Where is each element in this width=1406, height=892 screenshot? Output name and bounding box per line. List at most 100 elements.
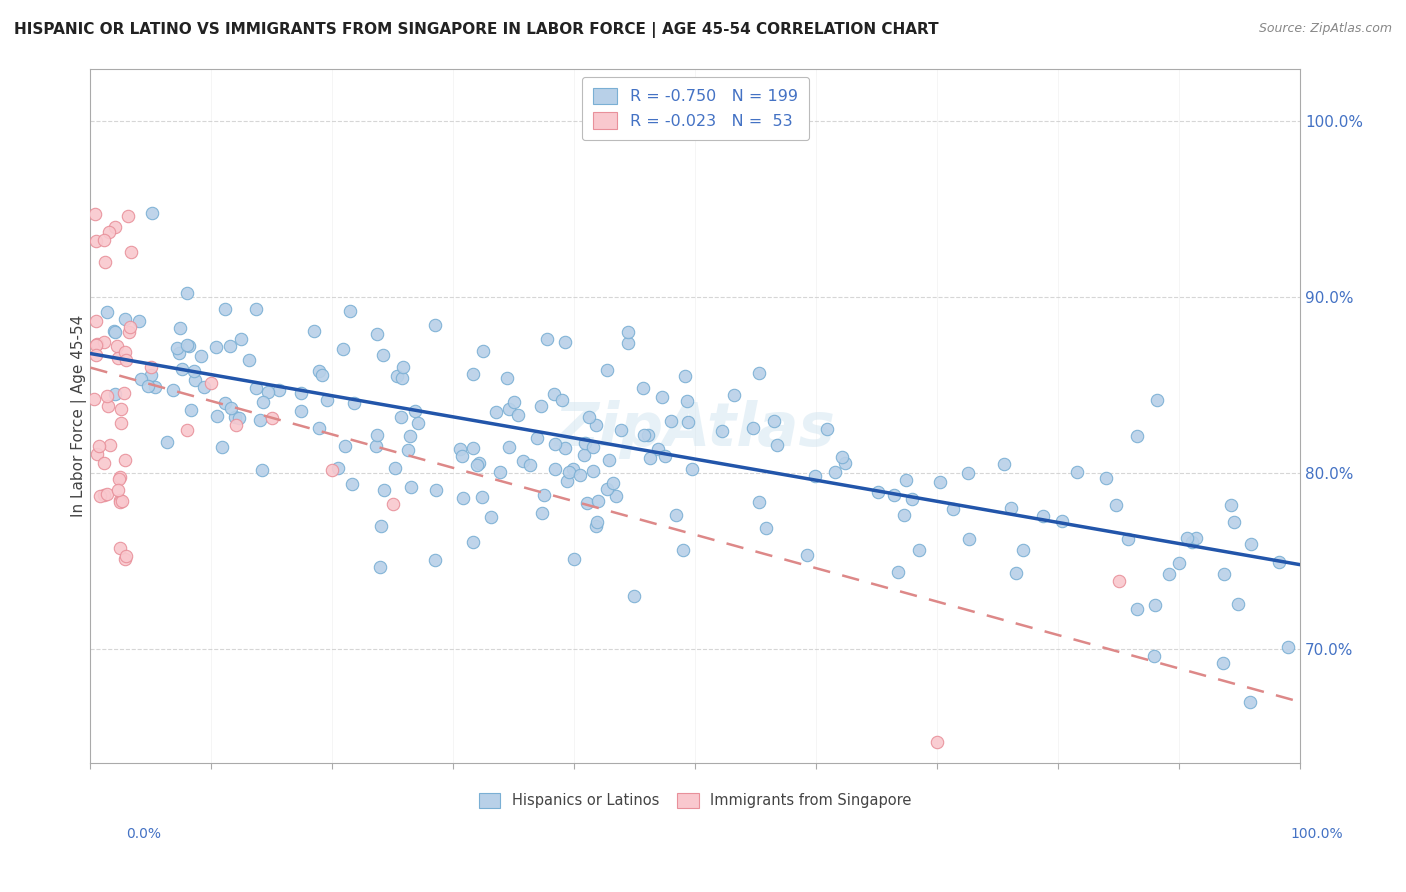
- Point: [651, 390, 673, 404]
- Point: [84, 207, 107, 221]
- Point: [108, 472, 131, 486]
- Point: [815, 422, 838, 436]
- Point: [224, 409, 246, 424]
- Point: [929, 475, 952, 489]
- Text: Source: ZipAtlas.com: Source: ZipAtlas.com: [1258, 22, 1392, 36]
- Point: [308, 363, 330, 377]
- Point: [609, 423, 631, 437]
- Point: [204, 340, 226, 354]
- Point: [1126, 429, 1149, 443]
- Point: [96, 389, 118, 403]
- Point: [252, 463, 274, 477]
- Point: [245, 381, 267, 395]
- Point: [104, 219, 127, 234]
- Point: [225, 418, 247, 433]
- Point: [449, 442, 471, 456]
- Point: [1175, 531, 1198, 545]
- Point: [519, 458, 541, 472]
- Point: [596, 363, 619, 377]
- Point: [381, 497, 404, 511]
- Point: [616, 325, 638, 339]
- Point: [218, 339, 240, 353]
- Point: [184, 373, 207, 387]
- Point: [136, 378, 159, 392]
- Point: [114, 312, 136, 326]
- Point: [748, 495, 770, 509]
- Point: [471, 490, 494, 504]
- Point: [485, 405, 508, 419]
- Point: [304, 324, 326, 338]
- Point: [633, 427, 655, 442]
- Point: [267, 383, 290, 397]
- Point: [110, 494, 132, 508]
- Point: [177, 339, 200, 353]
- Point: [308, 420, 330, 434]
- Point: [561, 462, 583, 476]
- Point: [156, 435, 179, 450]
- Point: [956, 466, 979, 480]
- Point: [1005, 566, 1028, 581]
- Point: [162, 383, 184, 397]
- Point: [399, 480, 422, 494]
- Point: [868, 484, 890, 499]
- Point: [533, 488, 555, 502]
- Point: [110, 493, 132, 508]
- Point: [586, 494, 609, 508]
- Point: [398, 429, 420, 443]
- Text: 100.0%: 100.0%: [1291, 827, 1343, 841]
- Point: [748, 367, 770, 381]
- Point: [111, 493, 134, 508]
- Point: [114, 551, 136, 566]
- Point: [554, 441, 576, 455]
- Point: [502, 394, 524, 409]
- Point: [84, 234, 107, 248]
- Point: [742, 420, 765, 434]
- Point: [118, 325, 141, 339]
- Point: [1108, 574, 1130, 589]
- Point: [883, 488, 905, 502]
- Point: [543, 437, 565, 451]
- Point: [578, 410, 600, 425]
- Point: [1226, 597, 1249, 611]
- Point: [637, 427, 659, 442]
- Point: [582, 440, 605, 454]
- Point: [110, 401, 132, 416]
- Point: [114, 453, 136, 467]
- Point: [115, 549, 138, 563]
- Point: [335, 439, 357, 453]
- Point: [631, 381, 654, 395]
- Point: [110, 417, 132, 431]
- Point: [98, 226, 121, 240]
- Point: [342, 396, 364, 410]
- Point: [211, 441, 233, 455]
- Point: [404, 404, 426, 418]
- Point: [245, 301, 267, 316]
- Point: [463, 441, 485, 455]
- Point: [1184, 531, 1206, 545]
- Point: [574, 448, 596, 462]
- Point: [104, 387, 127, 401]
- Point: [676, 393, 699, 408]
- Point: [332, 342, 354, 356]
- Point: [544, 462, 567, 476]
- Point: [252, 395, 274, 409]
- Point: [107, 483, 129, 497]
- Point: [596, 483, 619, 497]
- Point: [143, 380, 166, 394]
- Point: [339, 304, 361, 318]
- Point: [1146, 393, 1168, 408]
- Point: [498, 440, 520, 454]
- Point: [93, 456, 115, 470]
- Point: [86, 336, 108, 351]
- Text: 0.0%: 0.0%: [127, 827, 162, 841]
- Point: [316, 392, 339, 407]
- Y-axis label: In Labor Force | Age 45-54: In Labor Force | Age 45-54: [72, 315, 87, 517]
- Point: [585, 515, 607, 529]
- Point: [107, 351, 129, 366]
- Point: [170, 362, 193, 376]
- Point: [647, 442, 669, 457]
- Point: [467, 458, 489, 472]
- Point: [128, 313, 150, 327]
- Point: [555, 474, 578, 488]
- Point: [183, 364, 205, 378]
